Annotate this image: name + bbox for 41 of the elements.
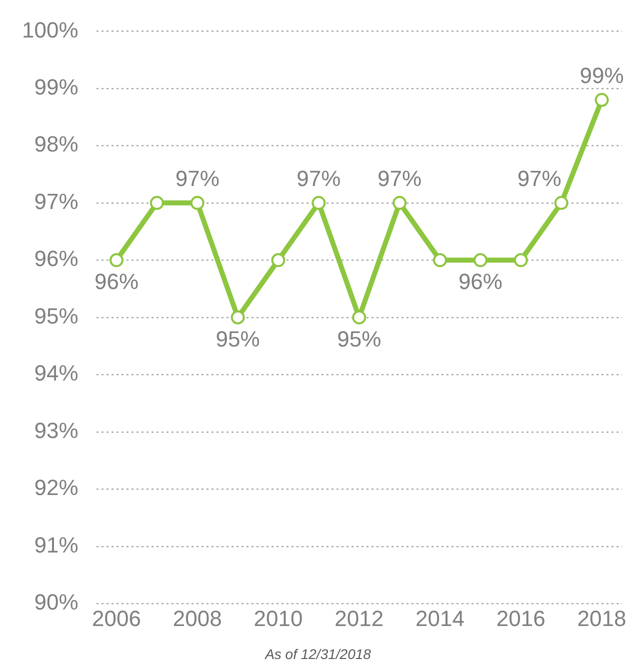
point: [150, 196, 164, 210]
data-label: 95%: [216, 326, 260, 352]
y-tick-label: 92%: [34, 475, 78, 500]
point: [190, 196, 204, 210]
data-label: 97%: [517, 166, 562, 191]
data-label: 95%: [337, 326, 382, 352]
data-label: 97%: [175, 166, 220, 191]
y-tick-label: 94%: [34, 360, 78, 386]
point: [352, 310, 366, 324]
x-tick-label: 2010: [254, 606, 303, 631]
data-label: 96%: [94, 269, 139, 294]
point: [109, 253, 124, 268]
point: [514, 253, 528, 268]
y-tick-label: 96%: [34, 246, 78, 272]
y-tick-label: 100%: [22, 17, 78, 42]
x-tick-label: 2018: [577, 606, 626, 631]
y-tick-label: 93%: [34, 418, 78, 443]
y-tick-label: 90%: [34, 590, 78, 615]
x-tick-label: 2014: [416, 606, 464, 631]
y-tick-label: 99%: [34, 74, 78, 100]
data-label: 96%: [458, 269, 502, 294]
x-tick-label: 2012: [334, 606, 384, 631]
point: [594, 92, 609, 107]
text: As of 12/31/2018: [264, 646, 372, 662]
y-tick-label: 91%: [34, 532, 78, 558]
point: [230, 310, 245, 324]
y-tick-label: 98%: [34, 132, 78, 157]
x-tick-label: 2008: [172, 606, 222, 631]
data-label: 99%: [580, 62, 624, 88]
point: [392, 196, 407, 210]
x-tick-label: 2016: [496, 606, 546, 631]
point: [554, 196, 568, 210]
y-tick-label: 95%: [34, 303, 78, 328]
data-label: 97%: [378, 166, 422, 191]
x-tick-label: 2006: [92, 606, 141, 631]
point: [473, 253, 488, 268]
point: [433, 253, 448, 268]
point: [312, 196, 326, 210]
y-tick-label: 97%: [34, 188, 78, 214]
point: [271, 253, 286, 268]
data-label: 97%: [296, 166, 341, 191]
